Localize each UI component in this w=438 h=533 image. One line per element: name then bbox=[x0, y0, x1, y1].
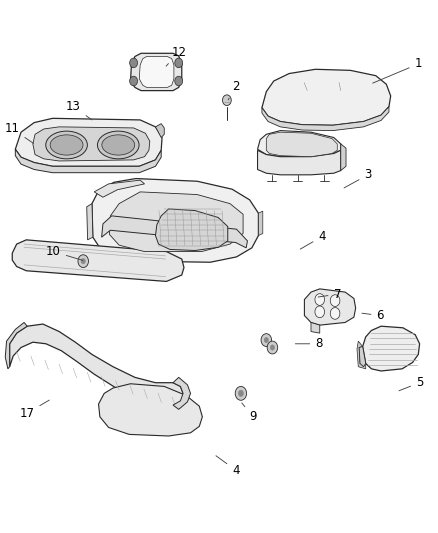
Circle shape bbox=[264, 337, 268, 343]
Circle shape bbox=[261, 334, 272, 346]
Polygon shape bbox=[5, 322, 27, 369]
Polygon shape bbox=[363, 326, 420, 371]
Circle shape bbox=[81, 259, 85, 264]
Text: 4: 4 bbox=[216, 456, 240, 477]
Text: 7: 7 bbox=[318, 288, 341, 301]
Text: 6: 6 bbox=[362, 309, 384, 322]
Polygon shape bbox=[341, 144, 346, 171]
Polygon shape bbox=[262, 107, 389, 131]
Polygon shape bbox=[94, 180, 145, 197]
Text: 1: 1 bbox=[373, 58, 422, 83]
Polygon shape bbox=[311, 322, 320, 333]
Text: 2: 2 bbox=[228, 80, 240, 100]
Ellipse shape bbox=[46, 131, 87, 159]
Polygon shape bbox=[33, 127, 150, 161]
Circle shape bbox=[270, 345, 275, 350]
Polygon shape bbox=[357, 341, 366, 369]
Polygon shape bbox=[131, 53, 182, 91]
Text: 17: 17 bbox=[20, 400, 49, 419]
Text: 4: 4 bbox=[300, 230, 326, 249]
Circle shape bbox=[330, 308, 340, 319]
Text: 8: 8 bbox=[295, 337, 322, 350]
Circle shape bbox=[130, 58, 138, 68]
Polygon shape bbox=[139, 56, 174, 87]
Polygon shape bbox=[10, 324, 183, 405]
Polygon shape bbox=[92, 179, 258, 262]
Polygon shape bbox=[258, 211, 263, 236]
Text: 13: 13 bbox=[66, 100, 92, 120]
Polygon shape bbox=[87, 204, 93, 240]
Circle shape bbox=[330, 295, 340, 306]
Text: 11: 11 bbox=[5, 123, 34, 143]
Circle shape bbox=[315, 294, 325, 305]
Polygon shape bbox=[15, 149, 161, 173]
Circle shape bbox=[175, 76, 183, 86]
Circle shape bbox=[235, 386, 247, 400]
Circle shape bbox=[238, 390, 244, 397]
Polygon shape bbox=[304, 289, 356, 325]
Circle shape bbox=[267, 341, 278, 354]
Polygon shape bbox=[173, 377, 191, 409]
Circle shape bbox=[175, 58, 183, 68]
Ellipse shape bbox=[102, 135, 135, 155]
Ellipse shape bbox=[50, 135, 83, 155]
Circle shape bbox=[78, 255, 88, 268]
Text: 3: 3 bbox=[344, 168, 371, 188]
Circle shape bbox=[223, 95, 231, 106]
Text: 12: 12 bbox=[166, 46, 186, 66]
Polygon shape bbox=[99, 384, 202, 436]
Polygon shape bbox=[102, 216, 247, 248]
Text: 9: 9 bbox=[242, 403, 257, 423]
Ellipse shape bbox=[97, 131, 139, 159]
Polygon shape bbox=[110, 192, 243, 252]
Polygon shape bbox=[155, 124, 164, 138]
Polygon shape bbox=[258, 131, 341, 157]
Polygon shape bbox=[266, 132, 337, 157]
Polygon shape bbox=[258, 150, 341, 175]
Polygon shape bbox=[262, 69, 391, 125]
Text: 5: 5 bbox=[399, 376, 423, 391]
Polygon shape bbox=[15, 118, 162, 166]
Polygon shape bbox=[12, 240, 184, 281]
Polygon shape bbox=[359, 346, 366, 367]
Circle shape bbox=[130, 76, 138, 86]
Text: 10: 10 bbox=[46, 245, 83, 261]
Circle shape bbox=[315, 306, 325, 318]
Polygon shape bbox=[155, 209, 228, 251]
